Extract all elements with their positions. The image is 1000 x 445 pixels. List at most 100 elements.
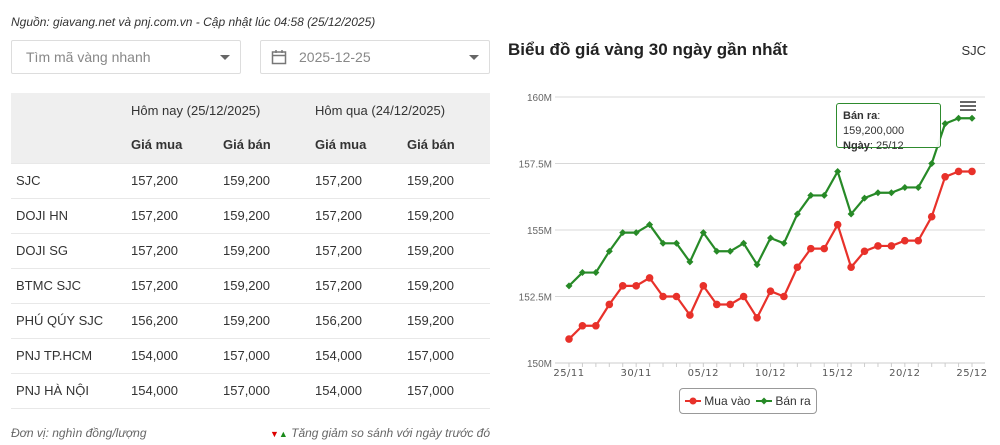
- buy-point: [578, 321, 587, 330]
- buy-point: [807, 244, 815, 253]
- buy-point: [726, 300, 734, 309]
- chart-title: Biểu đồ giá vàng 30 ngày gần nhất: [508, 40, 788, 59]
- sell-point: [740, 239, 748, 247]
- chart-code-label: SJC: [961, 43, 986, 58]
- buy-point: [618, 282, 627, 290]
- table-row: DOJI SG 157,200 159,200 157,200 159,200: [11, 232, 490, 268]
- sell-point: [565, 282, 573, 290]
- yesterday-sell-cell: 159,200: [407, 162, 490, 198]
- chart-tooltip: Bán ra: 159,200,000 Ngày: 25/12: [836, 103, 941, 152]
- y-tick-label: 152.5M: [519, 293, 552, 304]
- subheader-yesterday-buy: Giá mua: [315, 127, 407, 163]
- tooltip-label-2: Ngày: [843, 140, 870, 152]
- x-tick-label: 15/12: [822, 368, 853, 379]
- sell-point: [861, 194, 869, 202]
- sell-point: [941, 120, 949, 128]
- buy-point: [833, 220, 842, 229]
- x-tick-label: 05/12: [688, 368, 719, 379]
- sell-point: [578, 269, 586, 277]
- price-line-chart[interactable]: 150M 152.5M 155M 157.5M 160M 25/11 30/11 05/12 1…: [500, 85, 1000, 385]
- tooltip-value-2: 25/12: [876, 140, 904, 152]
- sell-point: [780, 239, 788, 247]
- sell-point: [619, 229, 627, 237]
- subheader-empty: [11, 127, 131, 163]
- sell-point: [672, 239, 680, 247]
- table-row: DOJI HN 157,200 159,200 157,200 159,200: [11, 197, 490, 233]
- triangle-down-icon: ▼: [269, 429, 279, 439]
- header-today: Hôm nay (25/12/2025): [131, 93, 315, 127]
- header-empty: [11, 93, 131, 127]
- table-row: BTMC SJC 157,200 159,200 157,200 159,200: [11, 267, 490, 303]
- yesterday-buy-cell: 154,000: [315, 372, 407, 409]
- chevron-down-icon: [469, 55, 479, 60]
- sell-point: [807, 191, 815, 199]
- row-name-cell: SJC: [11, 162, 131, 198]
- chart-legend: Mua vào Bán ra: [679, 388, 817, 414]
- buy-point: [766, 287, 775, 295]
- yesterday-sell-cell: 159,200: [407, 302, 490, 338]
- sell-point: [901, 183, 909, 191]
- today-buy-cell: 156,200: [131, 302, 223, 338]
- sell-point: [699, 229, 707, 237]
- yesterday-buy-cell: 157,200: [315, 267, 407, 303]
- today-buy-cell: 157,200: [131, 197, 223, 233]
- chevron-down-icon: [220, 55, 230, 60]
- today-buy-cell: 154,000: [131, 372, 223, 409]
- yesterday-buy-cell: 157,200: [315, 162, 407, 198]
- legend-item-sell[interactable]: Bán ra: [756, 394, 811, 408]
- yesterday-buy-cell: 157,200: [315, 197, 407, 233]
- row-name-cell: PNJ HÀ NỘI: [11, 372, 131, 409]
- buy-point: [739, 292, 748, 301]
- buy-point: [847, 263, 855, 272]
- subheader-today-buy: Giá mua: [131, 127, 223, 163]
- buy-point: [954, 167, 963, 176]
- sell-point: [632, 229, 640, 237]
- today-buy-cell: 154,000: [131, 337, 223, 373]
- table-row: PNJ HÀ NỘI 154,000 157,000 154,000 157,000: [11, 372, 490, 409]
- buy-point: [632, 282, 640, 290]
- legend-label-buy: Mua vào: [704, 394, 751, 408]
- buy-point: [914, 236, 923, 245]
- sell-point: [686, 258, 694, 266]
- today-sell-cell: 159,200: [223, 162, 315, 198]
- buy-point: [712, 300, 721, 309]
- change-legend-note: ▼▲ Tăng giảm so sánh với ngày trước đó: [270, 426, 490, 440]
- buy-point: [860, 247, 869, 256]
- date-select[interactable]: 2025-12-25: [260, 40, 490, 74]
- sell-point: [955, 114, 963, 122]
- x-tick-label: 25/11: [553, 368, 584, 379]
- buy-point: [874, 242, 882, 250]
- table-row: PNJ TP.HCM 154,000 157,000 154,000 157,000: [11, 337, 490, 373]
- yesterday-sell-cell: 159,200: [407, 267, 490, 303]
- legend-item-buy[interactable]: Mua vào: [685, 394, 750, 408]
- buy-point: [753, 313, 761, 322]
- sell-point: [767, 234, 774, 242]
- yesterday-buy-cell: 156,200: [315, 302, 407, 338]
- today-sell-cell: 157,000: [223, 337, 315, 373]
- sell-point: [646, 221, 654, 229]
- yesterday-buy-cell: 157,200: [315, 232, 407, 268]
- row-name-cell: DOJI HN: [11, 197, 131, 233]
- row-name-cell: PHÚ QÚY SJC: [11, 302, 131, 338]
- tooltip-label-1: Bán ra: [843, 110, 878, 122]
- sell-point: [887, 189, 895, 197]
- today-buy-cell: 157,200: [131, 232, 223, 268]
- sell-point: [968, 114, 976, 122]
- x-tick-label: 25/12: [956, 368, 987, 379]
- today-sell-cell: 159,200: [223, 197, 315, 233]
- calendar-icon: [271, 49, 287, 65]
- change-legend-text: Tăng giảm so sánh với ngày trước đó: [291, 426, 490, 440]
- row-name-cell: BTMC SJC: [11, 267, 131, 303]
- gold-code-select[interactable]: Tìm mã vàng nhanh: [11, 40, 241, 74]
- subheader-today-sell: Giá bán: [223, 127, 315, 163]
- today-buy-cell: 157,200: [131, 162, 223, 198]
- red-line-marker-icon: [685, 397, 702, 405]
- sell-point: [713, 247, 721, 255]
- x-tick-label: 30/11: [621, 368, 652, 379]
- buy-point: [686, 311, 694, 319]
- chart-menu-icon[interactable]: [960, 101, 976, 113]
- table-row: PHÚ QÚY SJC 156,200 159,200 156,200 159,200: [11, 302, 490, 338]
- buy-point: [780, 292, 788, 301]
- yesterday-sell-cell: 159,200: [407, 197, 490, 233]
- sell-point: [726, 247, 734, 255]
